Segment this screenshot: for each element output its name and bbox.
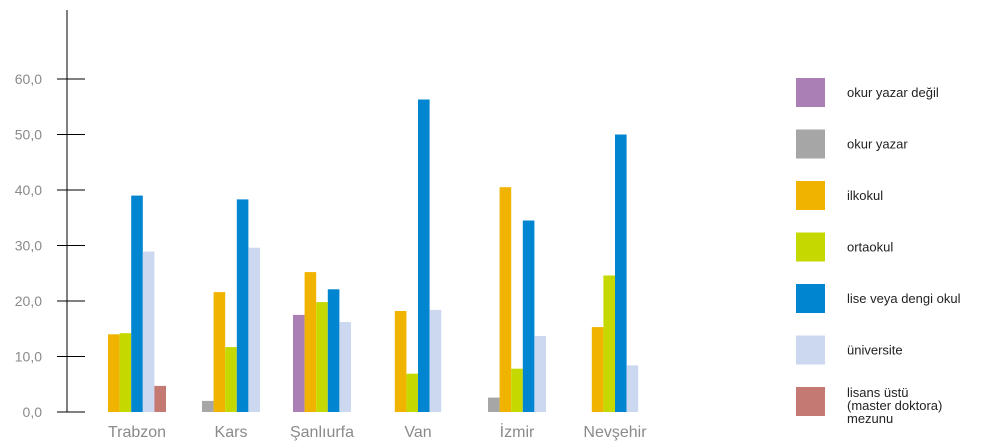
x-tick-label: İzmir <box>500 422 535 441</box>
bar-şanlıurfa-5 <box>339 322 351 412</box>
legend-swatch <box>796 129 825 159</box>
bars <box>108 99 639 412</box>
bar-van-3 <box>406 373 418 412</box>
bar-i-zmir-5 <box>534 336 546 412</box>
bar-van-4 <box>418 99 430 412</box>
y-tick-label: 0,0 <box>23 404 43 420</box>
bar-i-zmir-2 <box>499 187 512 412</box>
bar-trabzon-3 <box>119 333 132 412</box>
legend-label: okur yazar değil <box>847 85 939 100</box>
bar-şanlıurfa-4 <box>327 289 340 412</box>
legend-label: lise veya dengi okul <box>847 291 961 306</box>
y-tick-label: 40,0 <box>15 182 42 198</box>
x-tick-label: Kars <box>215 424 248 441</box>
bar-i-zmir-3 <box>511 368 523 412</box>
x-tick-label: Nevşehir <box>583 424 647 441</box>
bar-kars-2 <box>213 292 226 412</box>
bar-kars-1 <box>202 400 214 412</box>
legend-label: ilkokul <box>847 188 883 203</box>
bar-nevşehir-5 <box>626 365 639 412</box>
bar-kars-3 <box>225 347 237 412</box>
bar-şanlıurfa-3 <box>316 302 328 412</box>
y-tick-label: 60,0 <box>15 71 42 87</box>
bar-kars-5 <box>248 247 260 412</box>
bar-van-2 <box>394 311 407 412</box>
bar-nevşehir-2 <box>591 327 604 412</box>
bar-nevşehir-4 <box>615 134 627 412</box>
y-tick-label: 10,0 <box>15 349 42 365</box>
legend-swatch <box>796 284 825 313</box>
x-tick-label: Şanlıurfa <box>290 424 354 441</box>
bar-van-5 <box>429 309 442 412</box>
bar-trabzon-2 <box>108 334 120 412</box>
axis-labels: 0,0 10,0 20,0 30,0 40,0 50,0 60,0 Trabzon Kars Şa… <box>15 71 647 441</box>
x-tick-label: Trabzon <box>108 424 166 441</box>
bar-i-zmir-4 <box>522 220 535 412</box>
bar-i-zmir-1 <box>488 397 500 412</box>
y-tick-label: 30,0 <box>15 238 42 254</box>
bar-şanlıurfa-0 <box>293 314 305 412</box>
legend: okur yazar değil okur yazar ilkokul ortaoku… <box>796 78 961 426</box>
legend-label: okur yazar <box>847 137 908 152</box>
legend-swatch <box>796 387 825 416</box>
bar-trabzon-6 <box>154 385 166 412</box>
bar-kars-4 <box>236 199 249 412</box>
legend-swatch <box>796 78 825 107</box>
bar-nevşehir-3 <box>603 275 615 412</box>
legend-label: üniversite <box>847 343 903 358</box>
legend-label: ortaokul <box>847 240 893 255</box>
legend-swatch <box>796 335 825 365</box>
legend-label: lisans üstü (master doktora) mezunu <box>847 385 942 426</box>
x-tick-label: Van <box>404 424 431 441</box>
y-tick-label: 20,0 <box>15 293 42 309</box>
legend-swatch <box>796 181 825 210</box>
bar-şanlıurfa-2 <box>304 272 317 412</box>
bar-trabzon-5 <box>142 251 155 412</box>
legend-swatch <box>796 232 825 262</box>
y-tick-label: 50,0 <box>15 127 42 143</box>
bar-trabzon-4 <box>131 195 143 412</box>
axes <box>57 10 85 413</box>
